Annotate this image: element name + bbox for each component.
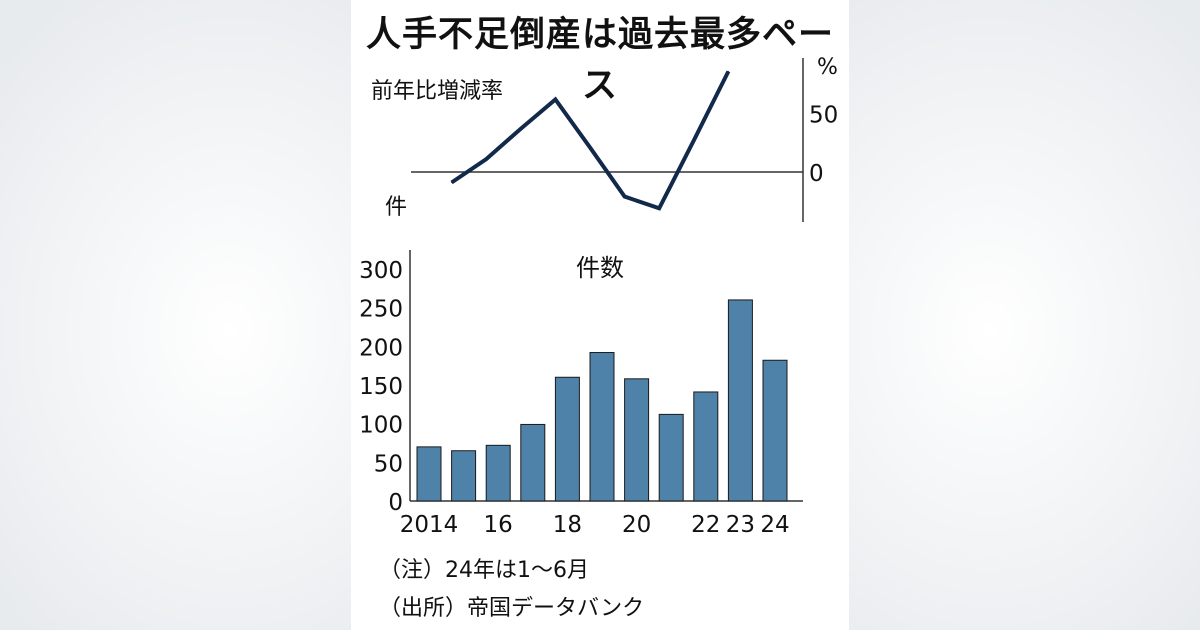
line-point-2020 [624, 196, 625, 197]
line-y-tick-label: 0 [809, 161, 824, 187]
line-point-2022 [693, 140, 694, 141]
bar-2017 [521, 424, 545, 501]
bar-x-tick-label: 24 [760, 512, 789, 538]
bar-2019 [590, 353, 614, 501]
line-point-2019 [590, 147, 591, 148]
bar-2018 [555, 377, 579, 501]
line-point-2015 [451, 182, 452, 183]
bar-2020 [625, 379, 649, 501]
bar-2021 [659, 414, 683, 501]
bar-x-tick-label: 2014 [400, 512, 459, 538]
bar-y-tick-label: 100 [359, 413, 403, 439]
bar-x-tick-label: 16 [484, 512, 513, 538]
bar-x-tick-label: 22 [691, 512, 720, 538]
line-point-2018 [555, 99, 556, 100]
chart-card: 人手不足倒産は過去最多ペース 前年比増減率 % 50 0 件 件数 300 250 2… [351, 0, 849, 630]
bar-x-tick-label: 20 [622, 512, 651, 538]
bar-y-tick-label: 200 [359, 335, 403, 361]
note-period: （注）24年は1〜6月 [379, 552, 589, 584]
bar-chart-title: 件数 [576, 254, 624, 282]
line-point-2016 [486, 159, 487, 160]
note-source: （出所）帝国データバンク [379, 590, 644, 622]
bar-y-tick-label: 250 [359, 297, 403, 323]
bar-y-tick-label: 300 [359, 258, 403, 284]
line-chart-title: 前年比増減率 [371, 79, 503, 104]
bar-2014 [417, 447, 441, 501]
line-chart-unit: % [817, 55, 838, 80]
bar-y-tick-label: 50 [374, 451, 403, 477]
bar-x-tick-label: 18 [553, 512, 582, 538]
bar-2024 [763, 360, 787, 501]
line-point-2021 [659, 208, 660, 209]
bar-2016 [486, 445, 510, 501]
line-point-2023 [728, 71, 729, 72]
bar-y-tick-label: 150 [359, 374, 403, 400]
bar-2023 [728, 300, 752, 501]
bar-x-tick-label: 23 [726, 512, 755, 538]
bar-2015 [452, 451, 476, 501]
line-point-2017 [520, 128, 521, 129]
bar-chart-unit: 件 [385, 195, 407, 220]
line-y-tick-label: 50 [809, 103, 838, 129]
bar-2022 [694, 392, 718, 501]
